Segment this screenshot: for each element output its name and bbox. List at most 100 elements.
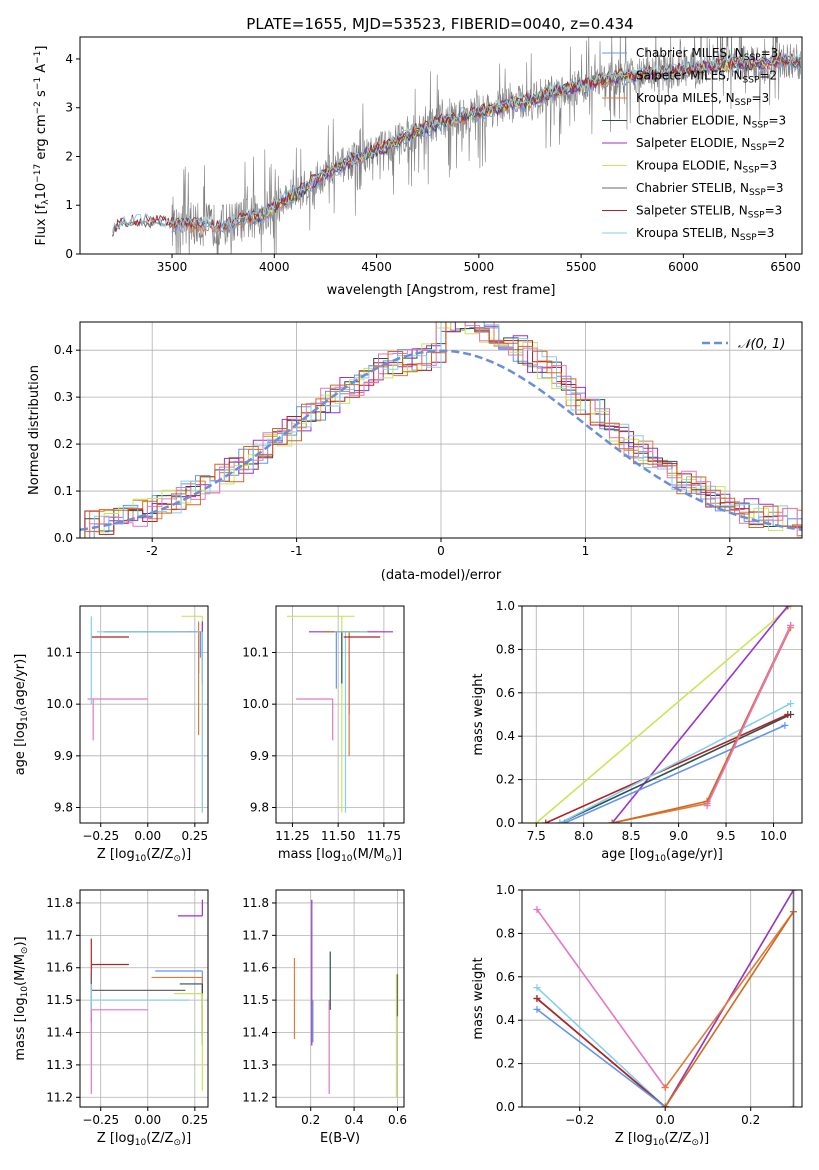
y-tick-label: 0.4	[496, 729, 515, 743]
y-axis-label-part: age [log	[13, 722, 28, 775]
x-axis-label-part: ⊙	[691, 1138, 699, 1148]
y-tick-label: 9.9	[250, 749, 269, 763]
x-tick-label: 0.0	[656, 1113, 675, 1127]
x-axis-label: (data-model)/error	[381, 568, 502, 583]
weight-marker	[533, 995, 541, 1002]
x-axis-label-part: Z [log	[615, 1131, 653, 1146]
y-axis-label-part: 10	[34, 183, 49, 200]
legend-entry: Kroupa MILES, NSSP=3	[636, 91, 769, 108]
legend-entry: Salpeter ELODIE, NSSP=2	[636, 136, 785, 153]
y-tick-label: 11.4	[242, 1026, 269, 1040]
weight-marker	[789, 890, 797, 894]
legend-entry-part: =3	[759, 159, 777, 173]
y-tick-label: 0.1	[54, 484, 73, 498]
y-tick-label: 10.0	[46, 697, 73, 711]
y-tick-label: 4	[65, 52, 73, 66]
y-tick-label: 3	[65, 101, 73, 115]
x-tick-label: 5000	[464, 260, 495, 274]
age-vs-mass-panel: 11.25 11.50 11.75 9.8 9.9 10.0 10.1 mass [log10…	[242, 605, 405, 864]
mass-vs-z-marks	[90, 899, 203, 1095]
plot-frame	[275, 889, 405, 1108]
y-tick-label: 11.3	[242, 1058, 269, 1072]
y-tick-label: 0.6	[496, 970, 515, 984]
x-tick-label: 11.75	[367, 829, 401, 843]
plot-frame	[275, 605, 405, 824]
x-axis-label-part: ⊙	[173, 854, 181, 864]
legend-entry-part: Kroupa MILES, N	[636, 91, 735, 105]
x-tick-label: 0.25	[181, 1113, 208, 1127]
legend-entry: Salpeter MILES, NSSP=2	[636, 69, 777, 86]
x-axis-label: Z [log10(Z/Z⊙)]	[97, 847, 191, 864]
weight-marker	[608, 819, 616, 823]
histogram-step	[80, 328, 802, 538]
x-axis-label-part: )]	[392, 847, 402, 862]
y-tick-label: 0.4	[54, 343, 73, 357]
residuals-panel: -2 -1 0 1 2 0.0 0.1 0.2 0.3 0.4 𝒩(0, 1) (data-model…	[27, 321, 803, 583]
y-axis-label-part: erg cm	[34, 114, 49, 163]
weight-line	[536, 997, 666, 1107]
y-tick-label: 11.2	[242, 1090, 269, 1104]
figure-title: PLATE=1655, MJD=53523, FIBERID=0040, z=0…	[246, 15, 633, 33]
y-axis-label-part: Flux [f	[34, 204, 49, 245]
legend-entry-part: =3	[757, 226, 775, 240]
x-axis-label: wavelength [Angstrom, rest frame]	[327, 283, 556, 298]
legend-entry: Salpeter STELIB, NSSP=3	[636, 204, 782, 221]
x-axis-label: E(B-V)	[320, 1131, 360, 1146]
y-axis-label: mass [log10(M/M⊙)]	[13, 936, 30, 1060]
y-tick-label: 9.8	[250, 801, 269, 815]
x-tick-label: 11.50	[321, 829, 355, 843]
x-axis-label-part: 10	[135, 854, 147, 864]
x-axis-label-part: ⊙	[173, 1138, 181, 1148]
y-tick-label: 0.6	[496, 686, 515, 700]
y-axis-label-part: −1	[33, 77, 43, 90]
y-axis-label: Normed distribution	[27, 365, 42, 495]
weight-marker	[533, 984, 541, 992]
weight-marker	[556, 819, 564, 823]
y-tick-label: 0.2	[496, 773, 515, 787]
y-tick-label: 0.8	[496, 926, 515, 940]
x-axis-label-part: (Z/Z	[146, 847, 173, 862]
age-vs-metallicity-panel: −0.25 0.00 0.259.89.910.010.1Z [log10(Z/Z⊙…	[13, 605, 209, 864]
y-axis-label-part: −1	[33, 51, 43, 64]
y-axis-label: age [log10(age/yr)]	[13, 654, 30, 776]
y-tick-label: 0.2	[496, 1057, 515, 1071]
mass-vs-ebv-marks	[293, 899, 399, 1098]
x-axis-label-part: 10	[653, 1138, 665, 1148]
age-vs-mass-marks	[286, 615, 394, 813]
legend-entry: Chabrier MILES, NSSP=3	[636, 46, 778, 63]
y-tick-label: 9.8	[54, 801, 73, 815]
x-axis-label-part: )]	[181, 1131, 191, 1146]
plot-frame	[79, 605, 209, 824]
y-tick-label: 10.1	[46, 646, 73, 660]
y-tick-label: 11.7	[242, 928, 269, 942]
x-axis-label-part: 10	[654, 854, 666, 864]
weight-line	[612, 625, 792, 823]
weight-vs-age-marks	[532, 606, 795, 823]
legend-entry-part: Salpeter ELODIE, N	[636, 136, 750, 150]
y-tick-label: 0	[65, 247, 73, 261]
x-tick-label: -1	[291, 544, 303, 558]
legend-entry: Kroupa STELIB, NSSP=3	[636, 226, 774, 243]
legend-entry-part: =3	[761, 46, 779, 60]
x-axis-label-part: ⊙	[384, 854, 392, 864]
x-tick-label: 0.00	[134, 829, 161, 843]
y-tick-label: 2	[65, 149, 73, 163]
weight-marker	[789, 1103, 797, 1107]
x-tick-label: 0.00	[134, 1113, 161, 1127]
y-axis-label: mass weight	[471, 673, 486, 755]
weight-line	[535, 606, 792, 823]
x-tick-label: 9.5	[717, 829, 736, 843]
y-axis-label-part: (M/M	[13, 954, 28, 986]
x-axis-label-part: 10	[341, 854, 353, 864]
x-axis-label-part: (M/M	[353, 847, 385, 862]
y-axis-label-part: mass [log	[13, 997, 28, 1060]
legend-entry: 𝒩(0, 1)	[738, 337, 785, 352]
y-tick-label: 11.5	[46, 993, 73, 1007]
legend-entry: Chabrier ELODIE, NSSP=3	[636, 114, 786, 131]
y-tick-label: 0.0	[54, 531, 73, 545]
weight-line	[536, 1008, 666, 1107]
legend-entry: Chabrier STELIB, NSSP=3	[636, 181, 784, 198]
legend-entry-part: Kroupa STELIB, N	[636, 226, 740, 240]
y-tick-label: 10.0	[242, 697, 269, 711]
legend-entry-part: SSP	[735, 98, 752, 108]
